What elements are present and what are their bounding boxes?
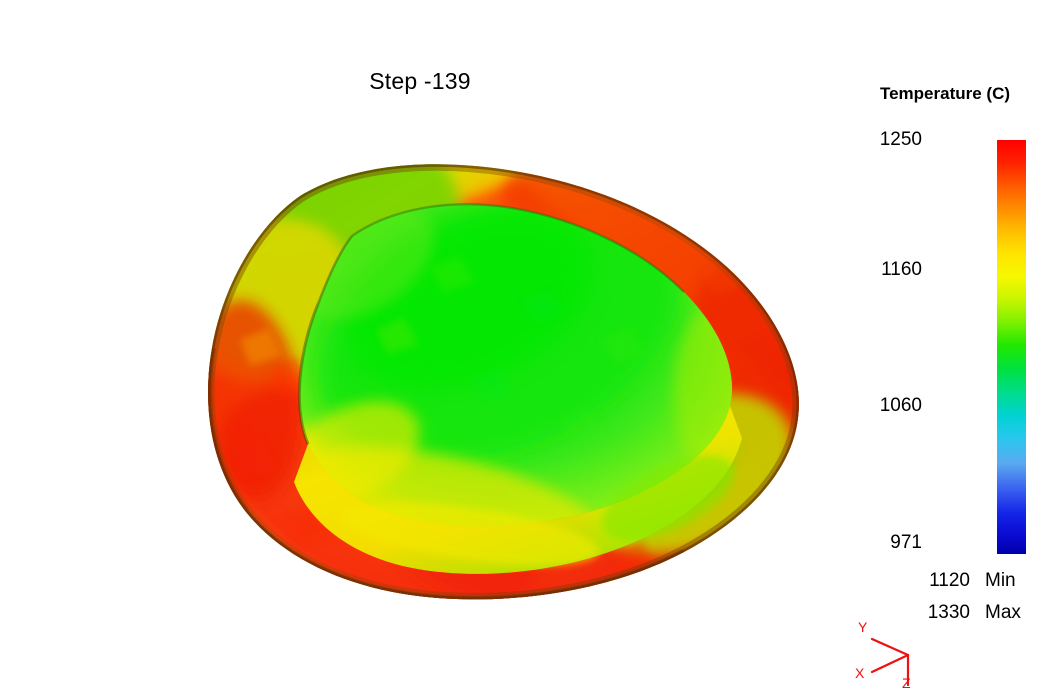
axis-x-line xyxy=(870,653,910,674)
legend-panel: Temperature (C) 1250 1160 1060 971 xyxy=(852,84,1050,623)
colorbar-tick-0: 1250 xyxy=(879,129,922,150)
legend-min-label: Min xyxy=(985,570,1016,591)
colorbar-tick-2: 1060 xyxy=(879,395,922,416)
legend-min-value: 1120 xyxy=(929,570,970,591)
page-title: Step -139 xyxy=(369,68,471,94)
plateau-side-wall xyxy=(294,406,742,574)
colorbar-tick-1: 1160 xyxy=(881,259,922,280)
axis-y-line xyxy=(870,637,910,657)
axis-triad[interactable]: Y X Z xyxy=(836,608,940,694)
colorbar[interactable] xyxy=(997,140,1026,554)
axis-x-label: X xyxy=(855,665,865,681)
model-viewport[interactable] xyxy=(0,0,840,696)
axis-triad-glyph[interactable] xyxy=(836,608,940,694)
thermal-contour-model[interactable] xyxy=(0,0,840,696)
plateau-step-edge xyxy=(351,203,685,293)
legend-max-value: 1330 xyxy=(927,602,970,623)
colorbar-gradient[interactable] xyxy=(997,140,1026,554)
colorbar-tick-3: 971 xyxy=(890,532,922,553)
legend-max-label: Max xyxy=(985,602,1021,623)
model-ambient-shading xyxy=(208,164,799,600)
legend-title: Temperature (C) xyxy=(879,84,1011,103)
axis-z-label: Z xyxy=(902,675,911,691)
axis-y-label: Y xyxy=(858,619,868,635)
